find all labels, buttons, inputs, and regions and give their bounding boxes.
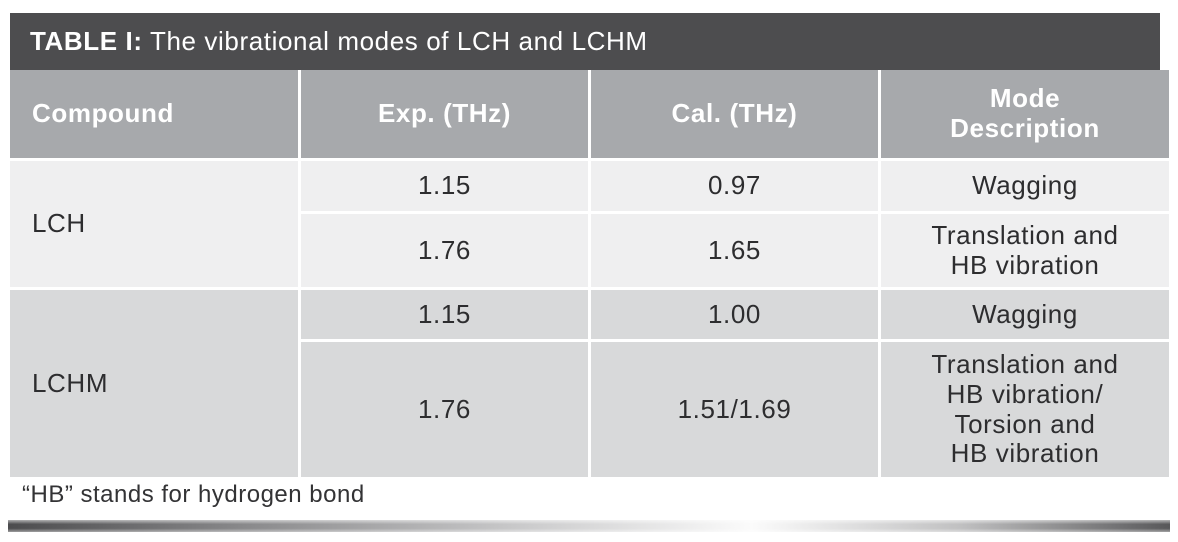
cal-value-cell: 1.65: [591, 214, 878, 287]
column-header-compound: Compound: [10, 70, 298, 158]
mode-description-cell: Translation and HB vibration/ Torsion an…: [881, 342, 1169, 477]
compound-cell-lch: LCH: [10, 161, 298, 287]
cal-value-cell: 1.00: [591, 290, 878, 339]
exp-value-cell: 1.15: [301, 161, 588, 211]
exp-value-cell: 1.76: [301, 342, 588, 477]
table-footnote: “HB” stands for hydrogen bond: [22, 481, 365, 508]
mode-description-cell: Translation and HB vibration: [881, 214, 1169, 287]
cal-value-cell: 1.51/1.69: [591, 342, 878, 477]
table-title-bar: TABLE I: The vibrational modes of LCH an…: [10, 13, 1160, 70]
exp-value-cell: 1.15: [301, 290, 588, 339]
mode-description-cell: Wagging: [881, 290, 1169, 339]
compound-cell-lchm: LCHM: [10, 290, 298, 477]
table-title-label: TABLE I:: [30, 26, 143, 56]
column-header-exp-thz: Exp. (THz): [301, 70, 588, 158]
bottom-gradient-bar: [8, 520, 1170, 532]
exp-value-cell: 1.76: [301, 214, 588, 287]
vibrational-modes-table: TABLE I: The vibrational modes of LCH an…: [10, 13, 1169, 477]
column-header-mode-description: Mode Description: [881, 70, 1169, 158]
column-header-cal-thz: Cal. (THz): [591, 70, 878, 158]
table-grid: Compound Exp. (THz) Cal. (THz) Mode Desc…: [10, 70, 1169, 477]
cal-value-cell: 0.97: [591, 161, 878, 211]
table-title-text: The vibrational modes of LCH and LCHM: [142, 26, 648, 56]
mode-description-cell: Wagging: [881, 161, 1169, 211]
